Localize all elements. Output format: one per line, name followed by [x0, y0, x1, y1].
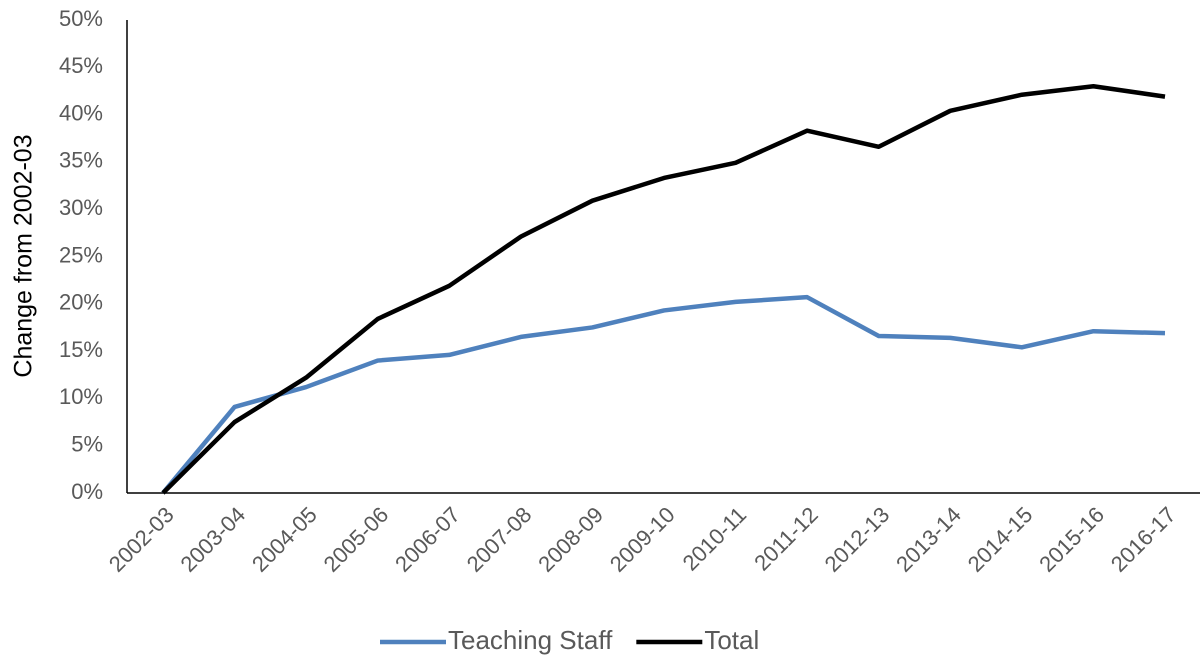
x-tick-label: 2016-17 — [1106, 502, 1181, 577]
x-tick-label: 2003-04 — [175, 502, 250, 577]
x-tick-label: 2007-08 — [462, 502, 537, 577]
y-axis-label: Change from 2002-03 — [10, 134, 38, 377]
series-line — [161, 83, 1166, 495]
legend-label: Total — [704, 625, 759, 655]
x-tick-label: 2005-06 — [319, 502, 394, 577]
series-line — [161, 294, 1166, 495]
x-tick-label: 2015-16 — [1034, 502, 1109, 577]
y-tick-label: 35% — [59, 148, 103, 173]
y-tick-label: 30% — [59, 195, 103, 220]
x-tick-label: 2011-12 — [749, 502, 823, 576]
x-tick-label: 2009-10 — [605, 502, 680, 577]
y-tick-label: 45% — [59, 53, 103, 78]
y-tick-label: 20% — [59, 290, 103, 315]
x-tick-label: 2008-09 — [533, 502, 608, 577]
x-tick-label: 2006-07 — [390, 502, 465, 577]
x-tick-label: 2004-05 — [247, 502, 322, 577]
x-tick-label: 2002-03 — [104, 502, 179, 577]
x-tick-label: 2010-11 — [678, 502, 752, 576]
x-tick-label: 2013-14 — [891, 502, 966, 577]
y-tick-label: 25% — [59, 242, 103, 267]
legend-label: Teaching Staff — [448, 625, 613, 655]
x-tick-label: 2012-13 — [820, 502, 895, 577]
y-tick-label: 5% — [71, 432, 103, 457]
y-tick-label: 0% — [71, 479, 103, 504]
y-tick-label: 15% — [59, 337, 103, 362]
x-tick-label: 2014-15 — [963, 502, 1038, 577]
y-tick-label: 40% — [59, 100, 103, 125]
y-tick-label: 10% — [59, 384, 103, 409]
y-tick-label: 50% — [59, 6, 103, 31]
